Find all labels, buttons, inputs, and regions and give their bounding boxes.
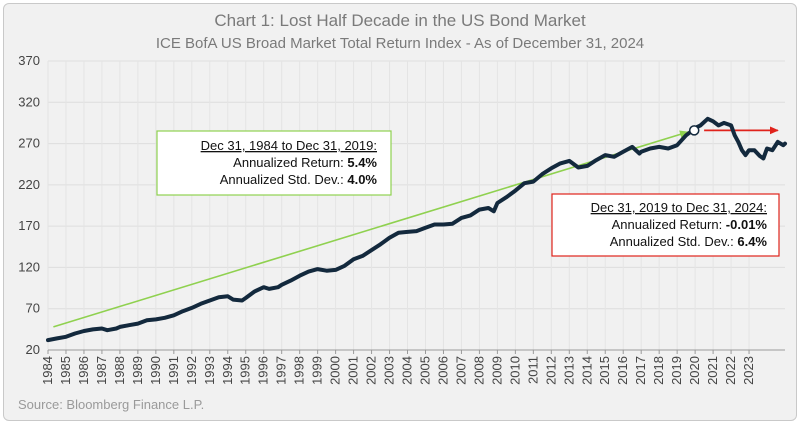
y-tick-label: 120 xyxy=(18,259,40,274)
x-tick-label: 2008 xyxy=(471,356,486,385)
x-tick-label: 2017 xyxy=(633,356,648,385)
x-tick-label: 2021 xyxy=(705,356,720,385)
x-tick-label: 2020 xyxy=(687,356,702,385)
annotation-box-2019-2024: Dec 31, 2019 to Dec 31, 2024: Annualized… xyxy=(551,193,780,257)
index-series-line xyxy=(46,116,787,343)
annotation-2-stddev-value: 6.4% xyxy=(737,234,767,249)
y-tick-label: 170 xyxy=(18,218,40,233)
y-tick-label: 220 xyxy=(18,177,40,192)
y-axis: 20 70 120 170 220 270 320 370 xyxy=(18,53,40,357)
annotation-2-return-label: Annualized Return: xyxy=(612,217,726,232)
chart-title: Chart 1: Lost Half Decade in the US Bond… xyxy=(214,11,586,30)
x-tick-label: 2015 xyxy=(597,356,612,385)
x-tick-label: 2016 xyxy=(615,356,630,385)
x-tick-label: 1996 xyxy=(256,356,271,385)
x-tick-label: 2006 xyxy=(435,356,450,385)
x-tick-label: 1989 xyxy=(130,356,145,385)
x-tick-label: 1997 xyxy=(274,356,289,385)
source-note: Source: Bloomberg Finance L.P. xyxy=(18,397,204,412)
annotation-2-stddev-label: Annualized Std. Dev.: xyxy=(610,234,738,249)
annotation-box-1985-2019: Dec 31, 1984 to Dec 31, 2019: Annualized… xyxy=(156,130,392,196)
x-tick-label: 2014 xyxy=(579,356,594,385)
x-tick-label: 2001 xyxy=(346,356,361,385)
annotation-1-stddev-label: Annualized Std. Dev.: xyxy=(220,172,348,187)
y-tick-label: 370 xyxy=(18,53,40,68)
annotation-1-period: Dec 31, 1984 to Dec 31, 2019: xyxy=(201,138,377,153)
x-tick-label: 2004 xyxy=(400,356,415,385)
x-tick-label: 2010 xyxy=(507,356,522,385)
x-tick-label: 1991 xyxy=(166,356,181,385)
x-tick-label: 1990 xyxy=(148,356,163,385)
x-tick-label: 2022 xyxy=(723,356,738,385)
x-tick-label: 1993 xyxy=(202,356,217,385)
annotation-1-return-value: 5.4% xyxy=(347,155,377,170)
annotation-arrows xyxy=(53,126,779,328)
x-tick-label: 2000 xyxy=(328,356,343,385)
x-tick-label: 2023 xyxy=(741,356,756,385)
x-tick-label: 2011 xyxy=(525,356,540,384)
x-tick-label: 2013 xyxy=(561,356,576,385)
y-tick-label: 70 xyxy=(26,301,40,316)
x-tick-label: 1995 xyxy=(238,356,253,385)
x-tick-label: 2009 xyxy=(489,356,504,385)
x-tick-label: 1987 xyxy=(94,356,109,385)
chart-subtitle: ICE BofA US Broad Market Total Return In… xyxy=(156,35,644,52)
x-tick-label: 2003 xyxy=(382,356,397,385)
y-tick-label: 270 xyxy=(18,136,40,151)
green-trend-arrow xyxy=(53,130,689,328)
x-tick-label: 1984 xyxy=(40,356,55,385)
annotation-1-stddev-value: 4.0% xyxy=(347,172,377,187)
annotation-1-return: Annualized Return: 5.4% xyxy=(233,155,377,170)
x-tick-label: 1994 xyxy=(220,356,235,385)
x-axis: 1984 1985 1986 1987 1988 1989 1990 1991 1992 1993… xyxy=(40,349,785,385)
annotation-2-stddev: Annualized Std. Dev.: 6.4% xyxy=(610,234,768,249)
x-tick-label: 2002 xyxy=(364,356,379,385)
x-tick-label: 2018 xyxy=(651,356,666,385)
y-tick-label: 20 xyxy=(26,342,40,357)
x-tick-label: 1992 xyxy=(184,356,199,385)
x-tick-label: 2005 xyxy=(417,356,432,385)
x-tick-label: 1998 xyxy=(292,356,307,385)
y-tick-label: 320 xyxy=(18,94,40,109)
x-tick-label: 1999 xyxy=(310,356,325,385)
annotation-1-stddev: Annualized Std. Dev.: 4.0% xyxy=(220,172,378,187)
x-tick-label: 2007 xyxy=(453,356,468,385)
x-tick-label: 1988 xyxy=(112,356,127,385)
annotation-2-period: Dec 31, 2019 to Dec 31, 2024: xyxy=(591,200,767,215)
annotation-2-return-value: -0.01% xyxy=(726,217,768,232)
annotation-1-return-label: Annualized Return: xyxy=(233,155,347,170)
x-tick-label: 2019 xyxy=(669,356,684,385)
x-tick-label: 1986 xyxy=(76,356,91,385)
x-tick-label: 1985 xyxy=(58,356,73,385)
annotation-2-return: Annualized Return: -0.01% xyxy=(612,217,768,232)
dec-2019-marker xyxy=(688,125,700,136)
x-tick-label: 2012 xyxy=(543,356,558,385)
